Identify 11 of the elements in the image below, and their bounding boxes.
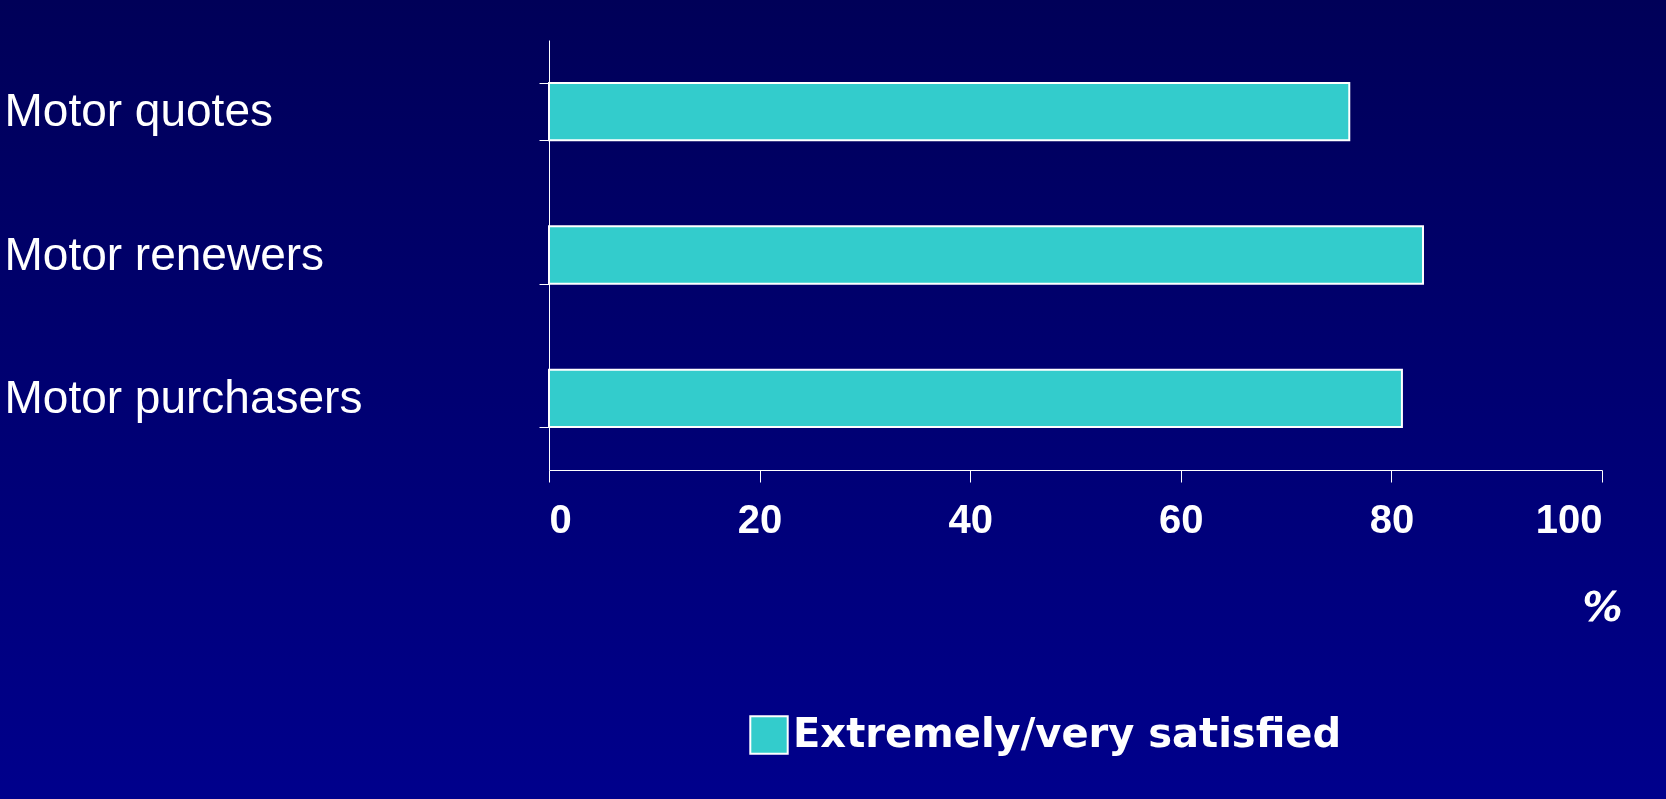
x-tick-label: 100 xyxy=(1535,496,1603,541)
legend-label: Extremely/very satisfied xyxy=(793,710,1342,756)
y-tick-label: Motor quotes xyxy=(4,84,273,137)
x-tick-label: 40 xyxy=(948,496,993,541)
y-tick-label: Motor purchasers xyxy=(4,370,363,423)
x-tick-label: 0 xyxy=(549,496,572,541)
x-tick-label: 80 xyxy=(1369,496,1415,541)
y-tick-label: Motor renewers xyxy=(4,227,325,280)
x-axis-title: % xyxy=(1582,583,1623,630)
x-tick-label: 60 xyxy=(1159,496,1204,541)
x-tick-label: 20 xyxy=(737,496,783,541)
